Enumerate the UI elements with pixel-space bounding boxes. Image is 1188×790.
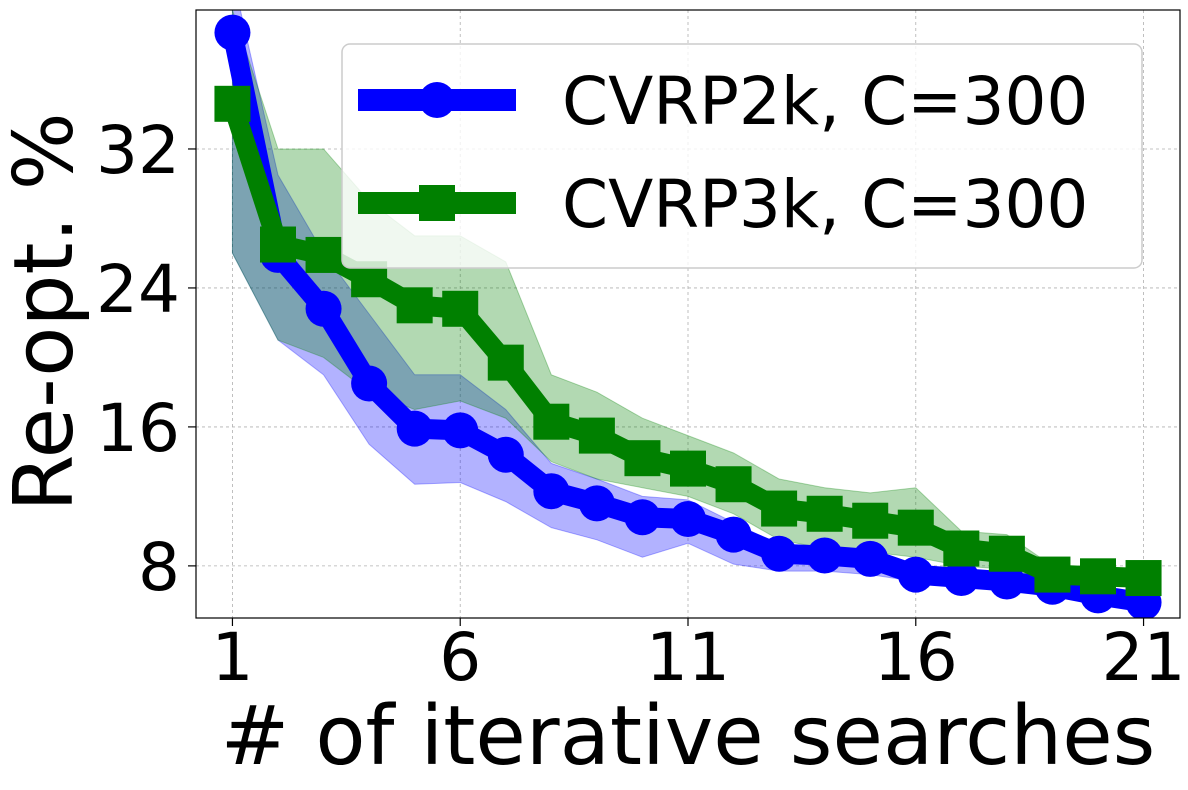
data-point xyxy=(761,535,798,572)
data-point xyxy=(852,502,889,539)
data-point xyxy=(1125,560,1162,597)
data-point xyxy=(578,417,615,454)
data-point xyxy=(487,436,524,473)
data-point xyxy=(214,85,251,122)
data-point xyxy=(852,540,889,577)
y-tick-label: 24 xyxy=(96,251,180,328)
data-point xyxy=(305,236,342,273)
x-tick-label: 16 xyxy=(874,619,958,696)
legend-entries: CVRP2k, C=300 CVRP3k, C=300 xyxy=(358,63,1088,243)
data-point xyxy=(260,226,296,263)
data-point xyxy=(761,490,798,527)
data-point xyxy=(670,500,706,537)
data-point xyxy=(396,287,433,324)
data-point xyxy=(624,440,661,477)
data-point xyxy=(897,509,934,546)
x-tick-label: 1 xyxy=(211,619,253,696)
data-point xyxy=(670,450,706,487)
y-tick-label: 8 xyxy=(138,529,180,606)
series-lines xyxy=(214,14,1162,618)
data-point xyxy=(396,410,433,447)
data-point xyxy=(806,495,843,532)
data-point xyxy=(533,473,570,510)
legend-label: CVRP3k, C=300 xyxy=(562,166,1088,243)
data-point xyxy=(305,290,342,327)
data-point xyxy=(442,290,479,327)
data-point xyxy=(943,560,980,597)
legend-box xyxy=(341,43,1143,269)
y-tick-label: 16 xyxy=(96,390,180,467)
data-point xyxy=(442,412,479,449)
x-tick-label: 11 xyxy=(646,619,730,696)
legend-label: CVRP2k, C=300 xyxy=(562,63,1088,140)
x-axis-label: # of iterative searches xyxy=(221,689,1156,784)
data-point xyxy=(1034,556,1071,593)
y-axis-label: Re-opt. % xyxy=(0,112,92,511)
legend-entry-1: CVRP2k, C=300 xyxy=(358,63,1088,140)
data-point xyxy=(988,563,1025,600)
data-point xyxy=(715,516,752,553)
data-point xyxy=(943,530,980,567)
legend-marker-square xyxy=(419,185,455,221)
data-point xyxy=(624,499,661,536)
data-point xyxy=(806,537,843,574)
data-point xyxy=(533,403,570,440)
x-tick-label: 6 xyxy=(439,619,481,696)
legend-marker-circle xyxy=(419,82,455,118)
x-tick-label: 21 xyxy=(1102,619,1186,696)
data-point xyxy=(988,535,1025,572)
data-point xyxy=(578,485,615,522)
data-point xyxy=(897,556,934,593)
data-point xyxy=(351,365,388,402)
legend: CVRP2k, C=300 CVRP3k, C=300 xyxy=(341,43,1143,269)
series-2 xyxy=(214,85,1162,597)
data-point xyxy=(1080,558,1116,595)
legend-entry-2: CVRP3k, C=300 xyxy=(358,166,1088,243)
data-point xyxy=(214,14,251,51)
data-point xyxy=(715,466,752,503)
y-tick-label: 32 xyxy=(96,112,180,189)
data-point xyxy=(487,344,524,381)
